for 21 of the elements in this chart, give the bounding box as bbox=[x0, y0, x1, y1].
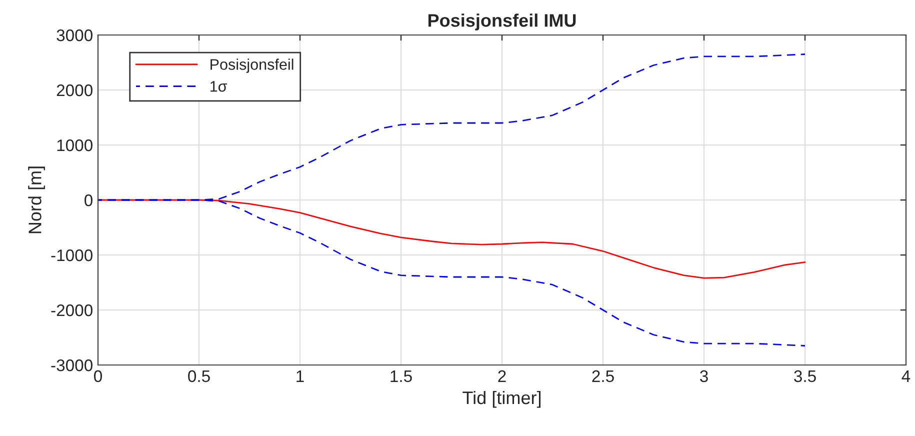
x-tick-label: 0 bbox=[94, 370, 102, 382]
y-tick-label: 0 bbox=[84, 194, 92, 206]
chart-title: Posisjonsfeil IMU bbox=[428, 14, 576, 30]
y-tick-label: 2000 bbox=[56, 84, 92, 96]
x-axis-title: Tid [timer] bbox=[462, 390, 541, 408]
legend-label: 1σ bbox=[210, 81, 228, 92]
x-tick-label: 1.5 bbox=[390, 370, 412, 382]
y-tick-label: 1000 bbox=[57, 139, 92, 152]
x-tick-label: 2 bbox=[498, 370, 506, 382]
y-tick-label: -3000 bbox=[51, 359, 92, 372]
x-tick-label: 0.5 bbox=[188, 370, 210, 382]
y-tick-label: -2000 bbox=[51, 304, 92, 316]
x-tick-label: 3.5 bbox=[794, 370, 816, 382]
x-tick-label: 1 bbox=[296, 370, 304, 382]
x-tick-label: 3 bbox=[700, 370, 708, 382]
x-tick-label: 4 bbox=[902, 370, 910, 382]
legend-label: Posisjonsfeil bbox=[210, 58, 294, 73]
y-tick-label: -1000 bbox=[51, 249, 92, 262]
y-tick-label: 3000 bbox=[56, 29, 92, 42]
y-axis-title: Nord [m] bbox=[28, 166, 45, 234]
x-tick-label: 2.5 bbox=[592, 370, 614, 382]
